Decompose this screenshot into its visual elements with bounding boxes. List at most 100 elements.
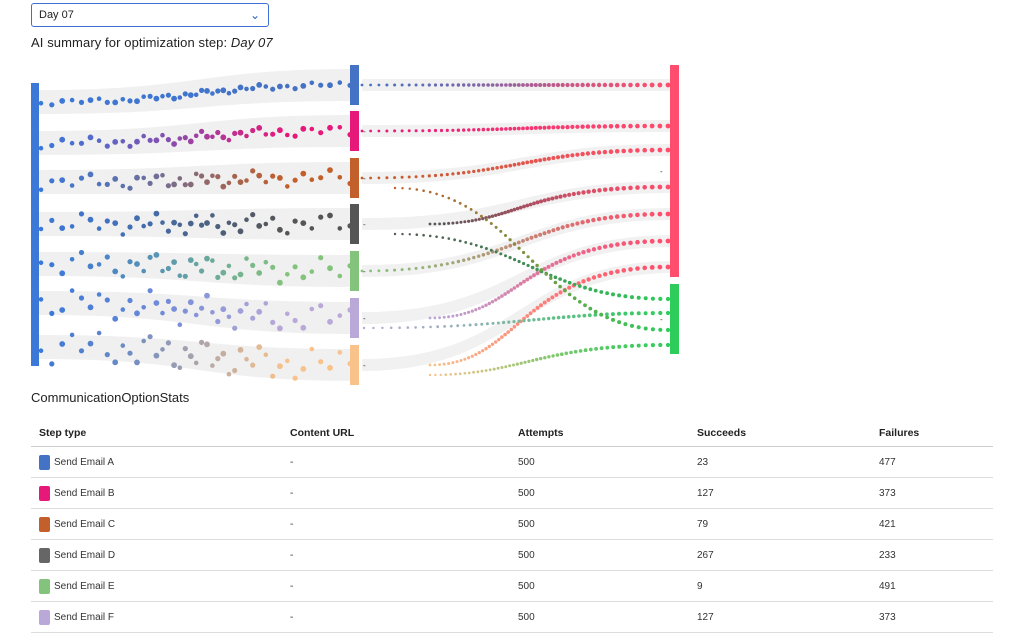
flow-dot bbox=[120, 274, 126, 279]
flow-dot bbox=[187, 220, 194, 227]
flow-dot bbox=[134, 310, 140, 317]
flow-dot bbox=[428, 373, 432, 377]
flow-dot bbox=[309, 306, 315, 312]
flow-dot bbox=[360, 269, 364, 273]
cell-failures-text: 421 bbox=[879, 518, 896, 530]
flow-dot bbox=[522, 279, 526, 284]
flow-dot bbox=[362, 326, 366, 330]
flow-dot bbox=[567, 192, 572, 197]
flow-dot bbox=[439, 373, 442, 377]
flow-dot bbox=[49, 262, 55, 268]
flow-dot bbox=[263, 132, 269, 137]
flow-dot bbox=[414, 266, 418, 270]
flow-dot bbox=[112, 359, 119, 366]
flow-dot bbox=[543, 356, 547, 360]
flow-dot bbox=[630, 295, 634, 300]
flow-dot bbox=[599, 312, 604, 317]
step-color-swatch bbox=[39, 578, 50, 594]
flow-dot bbox=[504, 365, 508, 369]
flow-dot bbox=[617, 311, 621, 316]
flow-dot bbox=[447, 196, 451, 200]
flow-dot bbox=[603, 187, 608, 192]
flow-dot bbox=[538, 232, 543, 237]
flow-dot bbox=[630, 343, 634, 348]
flow-dot bbox=[433, 316, 437, 320]
flow-dot bbox=[665, 82, 671, 88]
flow-dot bbox=[597, 188, 602, 193]
flow-dot bbox=[522, 319, 526, 323]
flow-dot bbox=[562, 257, 567, 262]
flow-dot bbox=[87, 171, 94, 178]
flow-dot bbox=[588, 306, 593, 311]
option-node bbox=[350, 345, 359, 385]
cell-step-type: Send Email D bbox=[31, 539, 282, 571]
flow-dot bbox=[500, 366, 504, 369]
flow-dot bbox=[104, 143, 110, 149]
cell-attempts: 500 bbox=[510, 539, 689, 571]
flow-dot bbox=[477, 254, 481, 258]
flow-dot bbox=[500, 294, 504, 298]
flow-ribbon bbox=[362, 261, 674, 371]
flow-dot bbox=[451, 314, 455, 318]
flow-dot bbox=[642, 147, 647, 153]
cell-succeeds-text: 23 bbox=[697, 456, 709, 468]
flow-dot bbox=[657, 123, 663, 129]
flow-dot bbox=[300, 324, 307, 331]
flow-dot bbox=[628, 267, 633, 272]
flow-dot bbox=[474, 308, 478, 312]
day-select[interactable]: Day 07 ⌄ bbox=[31, 3, 269, 27]
flow-dot bbox=[467, 257, 471, 261]
flow-dot bbox=[462, 83, 466, 87]
flow-dot bbox=[554, 195, 559, 200]
flow-dot bbox=[377, 176, 381, 180]
flow-dot bbox=[665, 264, 671, 270]
flow-dot bbox=[438, 316, 441, 320]
flow-dot bbox=[300, 274, 307, 281]
flow-dot bbox=[160, 173, 165, 178]
flow-dot bbox=[551, 228, 556, 233]
flow-dot bbox=[490, 342, 495, 346]
flow-dot bbox=[621, 186, 627, 191]
flow-dot bbox=[467, 128, 471, 132]
flow-dot bbox=[635, 123, 640, 129]
flow-dot bbox=[532, 318, 536, 322]
flow-dot bbox=[586, 277, 591, 282]
flow-dot bbox=[495, 83, 499, 87]
flow-dot bbox=[635, 148, 640, 153]
flow-dot bbox=[665, 238, 671, 244]
flow-dot bbox=[538, 125, 543, 130]
flow-dot bbox=[614, 82, 620, 88]
flow-dot bbox=[474, 218, 478, 222]
flow-dot bbox=[665, 211, 671, 217]
flow-dot bbox=[226, 371, 232, 377]
flow-dot bbox=[570, 222, 575, 227]
flow-dot bbox=[539, 268, 544, 272]
flow-dot bbox=[665, 342, 671, 348]
flow-dot bbox=[250, 315, 256, 321]
flow-dot bbox=[165, 265, 171, 272]
flow-dot bbox=[204, 255, 210, 262]
flow-dot bbox=[657, 211, 663, 217]
flow-dot bbox=[490, 166, 495, 171]
flow-dot bbox=[141, 223, 146, 229]
flow-dot bbox=[535, 267, 539, 272]
flow-dot bbox=[49, 217, 55, 223]
flow-dot bbox=[141, 268, 146, 274]
flow-dot bbox=[491, 321, 495, 325]
flow-dot bbox=[503, 210, 507, 215]
flow-dot bbox=[525, 277, 530, 282]
cell-attempts: 500 bbox=[510, 570, 689, 602]
flow-dot bbox=[525, 237, 530, 242]
flow-dot bbox=[464, 204, 468, 208]
flow-dot bbox=[596, 216, 602, 222]
flow-dot bbox=[508, 83, 513, 87]
flow-dot bbox=[628, 123, 633, 129]
flow-dot bbox=[415, 233, 419, 236]
flow-ribbon bbox=[39, 291, 354, 334]
flow-dot bbox=[250, 168, 256, 174]
flow-dot bbox=[658, 296, 663, 301]
flow-ribbon bbox=[39, 162, 354, 194]
col-content-url: Content URL bbox=[282, 420, 510, 447]
flow-dot bbox=[553, 275, 558, 280]
flow-dot bbox=[177, 95, 183, 100]
